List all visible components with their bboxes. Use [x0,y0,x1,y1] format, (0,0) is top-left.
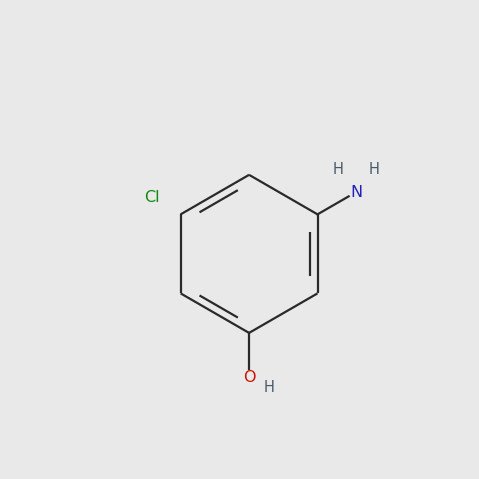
Text: H: H [332,161,343,177]
Text: H: H [369,161,380,177]
Text: Cl: Cl [144,190,160,205]
Text: N: N [350,184,362,200]
Text: H: H [264,380,274,396]
Text: O: O [243,370,255,385]
